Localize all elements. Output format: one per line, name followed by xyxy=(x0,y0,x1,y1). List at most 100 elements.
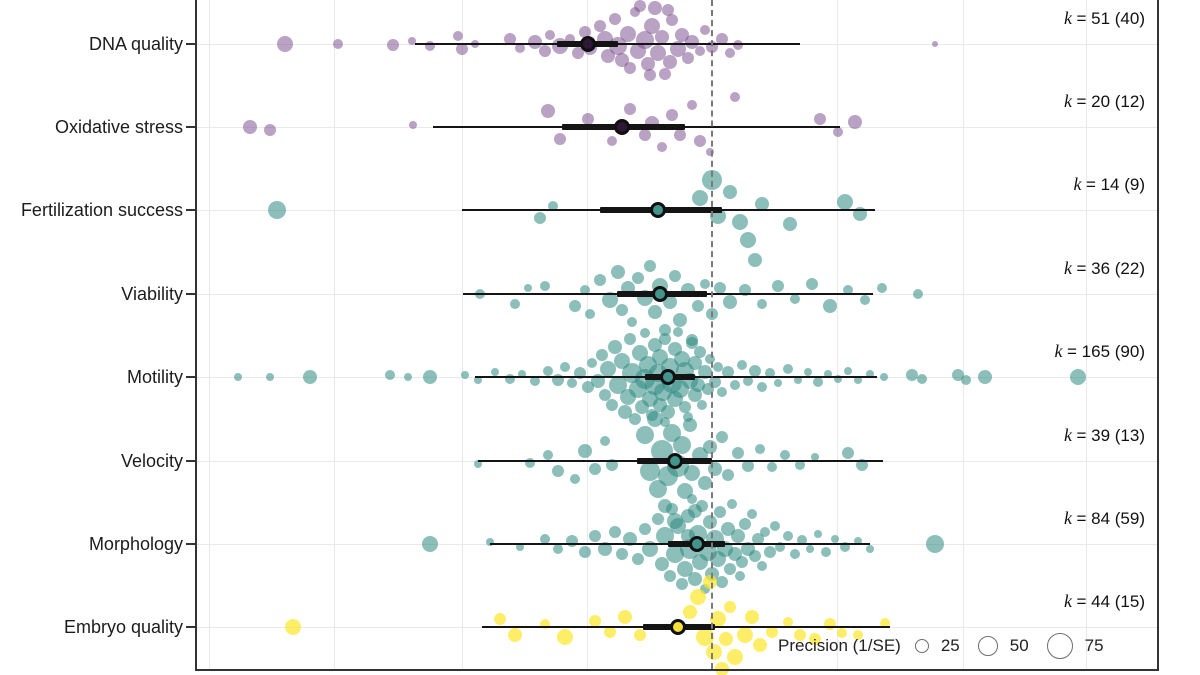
effect-size-bubble xyxy=(670,41,686,57)
effect-size-bubble xyxy=(540,619,550,629)
effect-size-bubble xyxy=(837,628,847,638)
effect-size-bubble xyxy=(703,515,717,529)
k-count-label: k = 84 (59) xyxy=(1063,508,1145,528)
effect-size-bubble xyxy=(611,265,625,279)
effect-size-bubble xyxy=(834,375,842,383)
effect-size-bubble xyxy=(545,30,555,40)
effect-size-bubble xyxy=(706,644,722,660)
effect-size-bubble xyxy=(723,185,737,199)
effect-size-bubble xyxy=(716,431,728,443)
effect-size-bubble xyxy=(652,513,664,525)
effect-size-bubble xyxy=(606,459,618,471)
effect-size-bubble xyxy=(833,127,843,137)
effect-size-bubble xyxy=(732,214,748,230)
effect-size-bubble xyxy=(760,527,770,537)
effect-size-bubble xyxy=(409,121,417,129)
effect-size-bubble xyxy=(640,328,650,338)
panel-right-border xyxy=(1157,0,1159,671)
k-count-label: k = 39 (13) xyxy=(1063,425,1145,445)
effect-size-bubble xyxy=(783,617,793,627)
effect-size-bubble xyxy=(732,447,744,459)
y-axis-tick xyxy=(186,126,196,128)
effect-size-bubble xyxy=(560,362,570,372)
effect-size-bubble xyxy=(589,530,601,542)
effect-size-bubble xyxy=(723,295,737,309)
effect-size-bubble xyxy=(609,13,621,25)
effect-size-bubble xyxy=(811,453,819,461)
effect-size-bubble xyxy=(422,536,438,552)
effect-size-bubble xyxy=(755,197,769,211)
effect-size-bubble xyxy=(277,36,293,52)
y-axis-tick xyxy=(186,43,196,45)
effect-size-bubble xyxy=(745,610,759,624)
effect-size-bubble xyxy=(580,285,590,295)
effect-size-bubble xyxy=(824,618,836,630)
effect-size-bubble xyxy=(647,411,663,427)
effect-size-bubble xyxy=(648,1,662,15)
y-axis-tick xyxy=(186,543,196,545)
effect-size-bubble xyxy=(234,373,242,381)
effect-size-bubble xyxy=(694,346,706,358)
effect-size-bubble xyxy=(794,629,806,641)
effect-size-bubble xyxy=(516,543,524,551)
effect-size-bubble xyxy=(543,366,553,376)
effect-size-bubble xyxy=(823,299,837,313)
effect-size-bubble xyxy=(688,572,702,586)
effect-size-bubble xyxy=(474,376,482,384)
effect-size-bubble xyxy=(508,628,522,642)
effect-size-bubble xyxy=(687,100,697,110)
effect-size-bubble xyxy=(540,534,550,544)
k-count-label: k = 20 (12) xyxy=(1063,91,1145,111)
effect-size-bubble xyxy=(333,39,343,49)
effect-size-bubble xyxy=(866,545,874,553)
effect-size-bubble xyxy=(790,549,800,559)
effect-size-bubble xyxy=(753,638,767,652)
effect-size-bubble xyxy=(587,358,597,368)
effect-size-bubble xyxy=(640,461,660,481)
mean-estimate-point xyxy=(689,536,705,552)
mean-estimate-point xyxy=(667,453,683,469)
y-axis-tick xyxy=(186,626,196,628)
effect-size-bubble xyxy=(268,201,286,219)
legend-size-circle xyxy=(914,639,929,653)
effect-size-bubble xyxy=(604,626,616,638)
effect-size-bubble xyxy=(505,374,515,384)
effect-size-bubble xyxy=(700,584,710,594)
effect-size-bubble xyxy=(727,649,743,665)
effect-size-bubble xyxy=(783,531,793,541)
category-label: Morphology xyxy=(88,534,183,554)
effect-size-bubble xyxy=(266,373,274,381)
k-symbol: k xyxy=(1073,174,1086,194)
effect-size-bubble xyxy=(913,289,923,299)
effect-size-bubble xyxy=(772,280,784,292)
effect-size-bubble xyxy=(518,370,526,378)
effect-size-bubble xyxy=(730,380,740,390)
effect-size-bubble xyxy=(681,509,695,523)
effect-size-bubble xyxy=(856,459,868,471)
effect-size-bubble xyxy=(783,217,797,231)
effect-size-bubble xyxy=(486,538,494,546)
effect-size-bubble xyxy=(579,546,591,558)
effect-size-bubble xyxy=(662,4,674,16)
effect-size-bubble xyxy=(585,309,595,319)
effect-size-bubble xyxy=(598,542,612,556)
effect-size-bubble xyxy=(670,518,686,534)
effect-size-bubble xyxy=(387,39,399,51)
effect-size-bubble xyxy=(608,340,622,354)
category-label: Oxidative stress xyxy=(54,117,183,137)
effect-size-bubble xyxy=(673,313,687,327)
effect-size-bubble xyxy=(813,377,823,387)
effect-size-bubble xyxy=(797,535,807,545)
effect-size-bubble xyxy=(596,349,608,361)
effect-size-bubble xyxy=(696,500,708,512)
effect-size-bubble xyxy=(674,129,686,141)
effect-size-bubble xyxy=(557,629,573,645)
effect-size-bubble xyxy=(719,632,733,646)
effect-size-bubble xyxy=(774,379,782,387)
effect-size-bubble xyxy=(691,378,705,392)
effect-size-bubble xyxy=(565,34,575,44)
effect-size-bubble xyxy=(727,499,737,509)
effect-size-bubble xyxy=(630,7,640,17)
effect-size-bubble xyxy=(714,506,726,518)
